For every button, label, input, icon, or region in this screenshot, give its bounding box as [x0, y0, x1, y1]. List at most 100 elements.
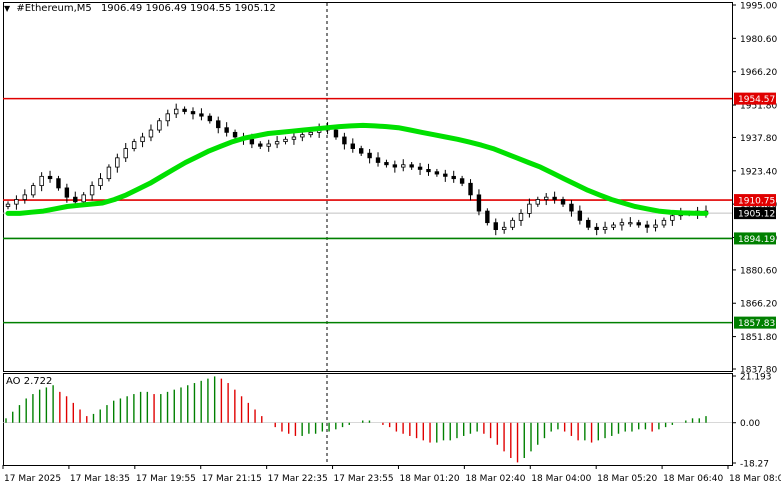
candle-bullish: [123, 148, 128, 159]
candle-bullish: [173, 108, 179, 115]
x-tick-label: 18 Mar 05:20: [597, 474, 657, 484]
candle-bullish: [291, 136, 297, 140]
candle-bullish: [157, 120, 162, 131]
ohlc-values: 1906.49 1906.49 1904.55 1905.12: [100, 3, 276, 14]
candle-bearish: [258, 143, 263, 147]
candle-bearish: [434, 171, 440, 175]
candle-bullish: [115, 157, 120, 168]
candle-bullish: [611, 224, 616, 228]
candle-bearish: [417, 166, 423, 170]
candle-bearish: [569, 203, 574, 212]
candle-bearish: [367, 152, 372, 159]
x-tick-label: 17 Mar 23:55: [334, 474, 394, 484]
ao-y-tick-label: 0.00: [740, 419, 760, 429]
candle-bullish: [266, 143, 271, 147]
candle-bearish: [207, 115, 213, 122]
x-tick-label: 17 Mar 2025: [4, 474, 61, 484]
candle-bearish: [493, 222, 498, 231]
candle-bullish: [544, 196, 549, 200]
candle-bearish: [182, 108, 187, 112]
x-tick-label: 17 Mar 22:35: [268, 474, 328, 484]
candle-bearish: [577, 210, 583, 221]
level-price-tag: [734, 194, 776, 207]
candle-bearish: [586, 219, 591, 228]
level-price-label: 1954.57: [738, 95, 775, 105]
candle-bullish: [131, 141, 137, 149]
candle-bullish: [39, 175, 44, 187]
y-tick-label: 1923.40: [740, 167, 777, 177]
y-tick-label: 1866.20: [740, 300, 777, 310]
candle-bearish: [560, 199, 566, 205]
candle-bullish: [14, 199, 19, 205]
candle-bearish: [485, 210, 490, 224]
candle-bullish: [5, 203, 11, 207]
candle-bullish: [98, 178, 103, 187]
candle-bearish: [350, 143, 355, 149]
ao-y-tick-label: 21.193: [740, 373, 772, 383]
candle-bearish: [64, 187, 70, 198]
candle-bearish: [333, 129, 339, 138]
y-tick-label: 1837.80: [740, 366, 777, 376]
x-tick-label: 18 Mar 02:40: [465, 474, 525, 484]
x-tick-label: 18 Mar 01:20: [399, 474, 459, 484]
candle-bullish: [308, 131, 313, 136]
candle-bearish: [73, 196, 78, 203]
x-tick-label: 17 Mar 21:15: [202, 474, 262, 484]
candle-bullish: [527, 203, 532, 214]
current-price-label: 1905.12: [738, 210, 775, 220]
candle-bullish: [661, 219, 667, 226]
candle-bullish: [274, 141, 280, 145]
candle-bullish: [283, 138, 288, 143]
candle-bearish: [426, 169, 431, 173]
candle-bullish: [670, 215, 675, 221]
candle-bearish: [451, 175, 456, 180]
x-tick-label: 17 Mar 18:35: [70, 474, 130, 484]
x-tick-label: 18 Mar 08:00: [729, 474, 781, 484]
ao-panel-frame: [3, 373, 733, 466]
candle-bearish: [216, 120, 221, 129]
candle-bearish: [384, 162, 389, 166]
candle-bearish: [552, 196, 557, 200]
candle-bearish: [56, 178, 61, 189]
candle-bullish: [81, 194, 86, 203]
y-tick-label: 1880.60: [740, 266, 777, 276]
ao-y-tick-label: -18.27: [740, 460, 769, 470]
ao-indicator-label: AO 2.722: [6, 376, 53, 387]
candle-bullish: [628, 222, 633, 225]
candle-bullish: [510, 219, 515, 228]
candle-bullish: [501, 226, 507, 231]
symbol-label: #Ethereum,M5: [16, 3, 92, 14]
candle-bullish: [535, 199, 541, 205]
x-tick-label: 18 Mar 06:40: [663, 474, 723, 484]
candle-bullish: [31, 185, 36, 196]
candle-bearish: [249, 138, 255, 145]
candle-bearish: [342, 136, 347, 145]
candle-bearish: [232, 131, 238, 138]
x-tick-label: 18 Mar 04:00: [531, 474, 591, 484]
level-price-tag: [734, 92, 776, 105]
candle-bullish: [165, 113, 170, 122]
main-panel-frame: [3, 2, 733, 372]
candle-bearish: [199, 113, 204, 117]
candle-bearish: [224, 127, 229, 133]
candle-bearish: [190, 111, 196, 115]
dropdown-arrow-icon[interactable]: ▼: [4, 4, 11, 13]
candle-bearish: [468, 182, 473, 196]
candle-bearish: [594, 226, 599, 231]
candle-bearish: [443, 173, 448, 177]
level-price-label: 1910.75: [738, 197, 775, 207]
candle-bullish: [106, 166, 112, 180]
candle-bearish: [375, 157, 381, 163]
candle-bearish: [644, 224, 650, 228]
candle-bullish: [89, 185, 95, 196]
candle-bearish: [409, 164, 414, 168]
candle-bullish: [140, 136, 145, 143]
y-tick-label: 1966.20: [740, 68, 777, 78]
level-price-tag: [734, 316, 776, 329]
y-tick-label: 1951.80: [740, 102, 777, 112]
candle-bearish: [476, 194, 482, 212]
y-tick-label: 1937.80: [740, 134, 777, 144]
candle-bearish: [636, 222, 641, 226]
